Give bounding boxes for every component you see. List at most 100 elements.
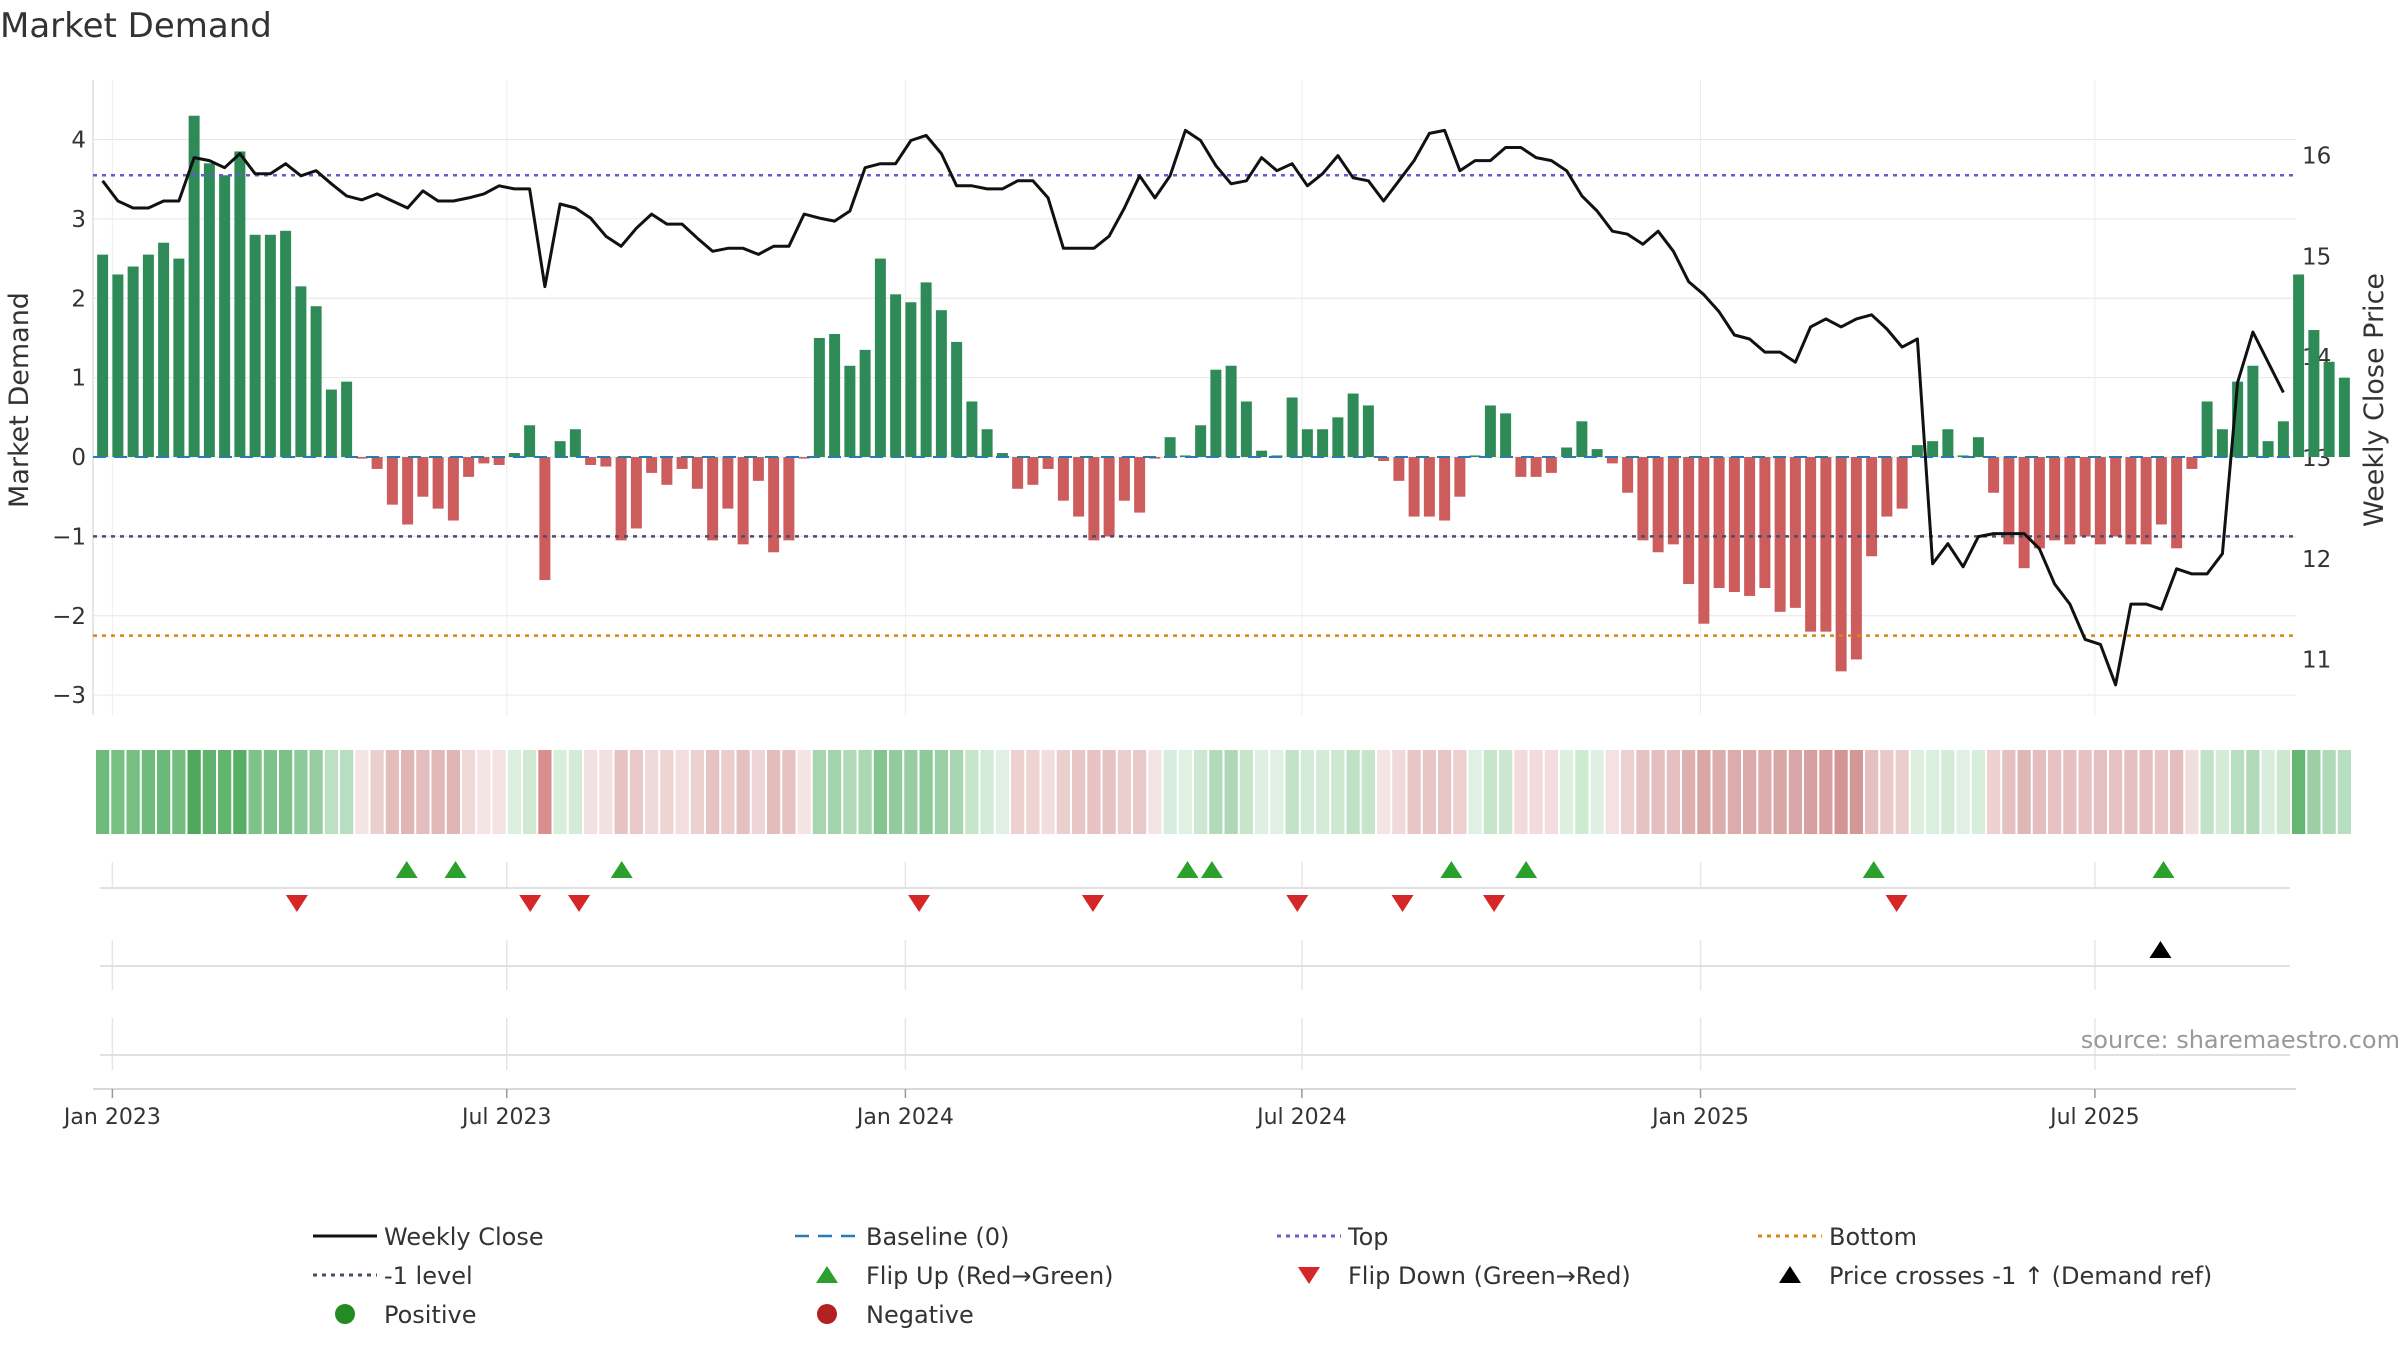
demand-strip-cell	[1255, 750, 1269, 834]
negative-demand-bar	[1622, 457, 1634, 493]
demand-strip-cell	[980, 750, 994, 834]
legend-positive-swatch	[335, 1304, 355, 1324]
legend-flip-down-swatch	[1298, 1267, 1320, 1284]
negative-demand-bar	[1866, 457, 1878, 557]
y-tick-label-left: −3	[52, 683, 86, 709]
flip-down-marker	[1391, 895, 1414, 912]
demand-strip-cell	[1895, 750, 1909, 834]
negative-demand-bar	[1805, 457, 1817, 632]
positive-demand-bar	[1911, 445, 1923, 458]
weekly-close-polyline	[101, 128, 2285, 687]
negative-demand-bar	[1713, 457, 1725, 588]
demand-strip-cell	[950, 750, 964, 834]
negative-demand-bar	[1088, 457, 1100, 541]
demand-strip-cell	[721, 750, 735, 834]
demand-strip-cell	[1178, 750, 1192, 834]
demand-strip-cell	[1148, 750, 1162, 834]
demand-strip-cell	[2322, 750, 2336, 834]
positive-demand-bar	[341, 381, 353, 458]
demand-strip-cell	[1011, 750, 1025, 834]
negative-demand-bar	[707, 457, 719, 541]
negative-demand-bar	[417, 457, 429, 497]
positive-demand-bar	[127, 266, 139, 458]
demand-strip-cell	[1239, 750, 1253, 834]
flip-down-marker	[519, 895, 542, 912]
demand-strip-cell	[1712, 750, 1726, 834]
demand-strip-cell	[294, 750, 308, 834]
demand-strip-cell	[1133, 750, 1147, 834]
demand-strip-cell	[309, 750, 323, 834]
demand-strip-cell	[1056, 750, 1070, 834]
demand-strip-cell	[1788, 750, 1802, 834]
demand-strip-cell	[1026, 750, 1040, 834]
negative-demand-bar	[1103, 457, 1115, 537]
demand-strip-cell	[2032, 750, 2046, 834]
negative-demand-bar	[432, 457, 444, 509]
negative-demand-bar	[402, 457, 414, 525]
negative-demand-bar	[493, 457, 505, 465]
demand-strip-cell	[568, 750, 582, 834]
demand-strip-cell	[1727, 750, 1741, 834]
positive-demand-bar	[890, 294, 902, 458]
positive-demand-bar	[219, 175, 231, 458]
positive-demand-bar	[1576, 421, 1588, 458]
demand-strip-cell	[355, 750, 369, 834]
demand-strip-cell	[126, 750, 140, 834]
demand-strip-cell	[1621, 750, 1635, 834]
demand-strip-cell	[1666, 750, 1680, 834]
demand-strip-cell	[1377, 750, 1391, 834]
negative-demand-bar	[2155, 457, 2167, 525]
positive-demand-bar	[859, 349, 871, 458]
demand-strip-cell	[1194, 750, 1208, 834]
demand-strip-cell	[736, 750, 750, 834]
negative-demand-bar	[1378, 457, 1390, 461]
demand-strip-cell	[934, 750, 948, 834]
positive-demand-bar	[1500, 413, 1512, 458]
positive-demand-bar	[935, 310, 947, 458]
y-tick-label-left: 3	[71, 207, 86, 233]
demand-strip-cell	[2124, 750, 2138, 834]
demand-strip-cell	[1651, 750, 1665, 834]
positive-demand-bar	[2247, 365, 2259, 458]
demand-strip-cell	[2246, 750, 2260, 834]
flip-up-marker	[610, 861, 633, 878]
negative-demand-bar	[2094, 457, 2106, 545]
demand-strip-cell	[523, 750, 537, 834]
negative-demand-bar	[2079, 457, 2091, 537]
demand-strip-cell	[279, 750, 293, 834]
negative-demand-bar	[1637, 457, 1649, 541]
demand-strip-cell	[507, 750, 521, 834]
positive-demand-bar	[1362, 405, 1374, 458]
negative-demand-bar	[1545, 457, 1557, 473]
demand-strip-cell	[797, 750, 811, 834]
negative-demand-bar	[1439, 457, 1451, 521]
demand-strip-cell	[1499, 750, 1513, 834]
positive-demand-bar	[1469, 455, 1481, 458]
positive-demand-bar	[1561, 447, 1573, 458]
negative-demand-bar	[1835, 457, 1847, 672]
negative-demand-bar	[2110, 457, 2122, 537]
negative-demand-bar	[630, 457, 642, 529]
demand-strip-cell	[233, 750, 247, 834]
x-tick-label: Jan 2024	[855, 1105, 954, 1130]
negative-demand-bar	[768, 457, 780, 553]
positive-demand-bar	[203, 163, 215, 458]
demand-strip-cell	[1087, 750, 1101, 834]
demand-strip-cell	[1331, 750, 1345, 834]
positive-demand-bar	[1301, 429, 1313, 458]
positive-demand-bar	[1972, 437, 1984, 458]
flip-down-marker	[285, 895, 308, 912]
positive-demand-bar	[1484, 405, 1496, 458]
demand-strip-cell	[2215, 750, 2229, 834]
demand-strip-cell	[1590, 750, 1604, 834]
demand-strip-cell	[538, 750, 552, 834]
negative-demand-bar	[1774, 457, 1786, 612]
legend-flip-up-swatch	[816, 1266, 838, 1283]
positive-demand-bar	[325, 389, 337, 458]
demand-strip-cell	[416, 750, 430, 834]
demand-strip-cell	[1041, 750, 1055, 834]
negative-demand-bar	[1896, 457, 1908, 509]
legend-label: Flip Up (Red→Green)	[866, 1262, 1114, 1290]
positive-demand-bar	[1591, 449, 1603, 458]
